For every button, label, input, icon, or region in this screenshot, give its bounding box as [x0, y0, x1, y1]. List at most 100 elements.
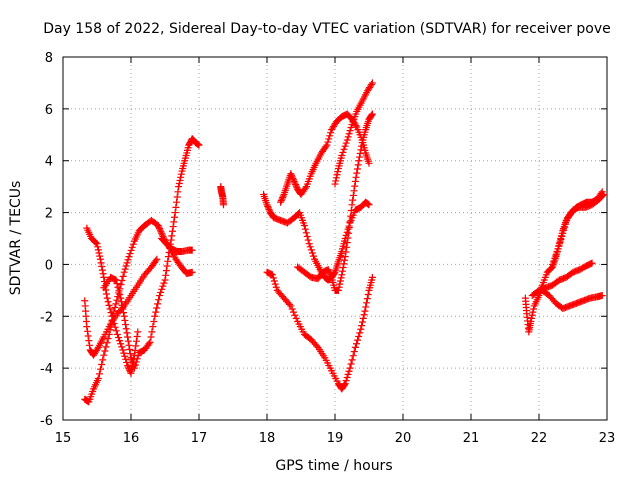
data-point-plus [265, 205, 273, 213]
data-point-plus [219, 201, 227, 209]
y-tick-label: 8 [45, 51, 53, 66]
x-tick-label: 16 [123, 431, 140, 446]
data-point-plus [363, 299, 371, 307]
data-point-plus [358, 142, 366, 150]
data-point-plus [94, 243, 102, 251]
data-point-plus [332, 174, 340, 182]
data-point-plus [562, 220, 570, 228]
data-point-plus [162, 271, 170, 279]
data-point-plus [290, 308, 298, 316]
data-point-plus [288, 173, 296, 181]
data-point-plus [306, 243, 314, 251]
data-point-plus [83, 327, 91, 335]
data-point-plus [341, 142, 349, 150]
data-point-plus [125, 341, 133, 349]
data-point-plus [110, 307, 118, 315]
data-point-plus [151, 312, 159, 320]
data-point-plus [527, 317, 535, 325]
data-point-plus [350, 348, 358, 356]
data-point-plus [340, 260, 348, 268]
data-point-plus [277, 197, 285, 205]
data-point-plus [558, 232, 566, 240]
scatter-series [100, 135, 203, 372]
data-point-plus [357, 325, 365, 333]
data-point-plus [341, 253, 349, 261]
data-point-plus [331, 180, 339, 188]
data-point-plus [153, 255, 161, 263]
data-point-plus [94, 246, 102, 254]
data-point-plus [358, 322, 366, 330]
data-point-plus [341, 381, 349, 389]
scatter-series [263, 268, 376, 393]
data-point-plus [354, 336, 362, 344]
data-point-plus [111, 303, 119, 311]
data-points [81, 79, 608, 406]
data-point-plus [341, 380, 349, 388]
data-point-plus [84, 332, 92, 340]
data-point-plus [361, 307, 369, 315]
data-point-plus [114, 283, 122, 291]
data-point-plus [126, 345, 134, 353]
data-point-plus [160, 279, 168, 287]
data-point-plus [132, 337, 140, 345]
data-point-plus [292, 314, 300, 322]
data-point-plus [134, 352, 142, 360]
data-point-plus [97, 259, 105, 267]
data-point-plus [157, 288, 165, 296]
data-point-plus [101, 347, 109, 355]
data-point-plus [98, 266, 106, 274]
data-point-plus [93, 345, 101, 353]
data-point-plus [118, 343, 126, 351]
data-point-plus [124, 256, 132, 264]
data-point-plus [337, 274, 345, 282]
data-point-plus [167, 236, 175, 244]
data-point-plus [86, 341, 94, 349]
data-point-plus [127, 369, 135, 377]
data-point-plus [528, 314, 536, 322]
data-point-plus [171, 209, 179, 217]
data-point-plus [168, 232, 176, 240]
data-point-plus [156, 226, 164, 234]
data-point-plus [126, 250, 134, 258]
data-point-plus [365, 201, 373, 209]
data-point-plus [106, 326, 114, 334]
data-point-plus [322, 143, 330, 151]
data-point-plus [156, 292, 164, 300]
data-point-plus [588, 259, 596, 267]
data-point-plus [344, 370, 352, 378]
data-point-plus [113, 330, 121, 338]
data-point-plus [92, 239, 100, 247]
data-point-plus [304, 236, 312, 244]
data-point-plus [550, 257, 558, 265]
data-point-plus [334, 168, 342, 176]
data-point-plus [310, 252, 318, 260]
data-point-plus [131, 347, 139, 355]
data-point-plus [552, 251, 560, 259]
x-tick-label: 17 [191, 431, 208, 446]
data-point-plus [278, 195, 286, 203]
data-point-plus [263, 201, 271, 209]
data-point-plus [99, 270, 107, 278]
data-point-plus [355, 333, 363, 341]
data-point-plus [287, 171, 295, 179]
y-tick-label: -2 [40, 310, 53, 325]
data-point-plus [268, 271, 276, 279]
data-point-plus [123, 329, 131, 337]
data-point-plus [156, 225, 164, 233]
data-point-plus [176, 176, 184, 184]
data-point-plus [103, 294, 111, 302]
data-point-plus [338, 152, 346, 160]
data-point-plus [83, 323, 91, 331]
data-point-plus [326, 270, 334, 278]
data-point-plus [95, 249, 103, 257]
data-point-plus [119, 305, 127, 313]
data-point-plus [195, 141, 203, 149]
data-point-plus [108, 316, 116, 324]
data-point-plus [345, 130, 353, 138]
data-point-plus [95, 370, 103, 378]
data-point-plus [341, 256, 349, 264]
data-point-plus [325, 135, 333, 143]
data-point-plus [327, 129, 335, 137]
data-point-plus [111, 323, 119, 331]
data-point-plus [356, 149, 364, 157]
